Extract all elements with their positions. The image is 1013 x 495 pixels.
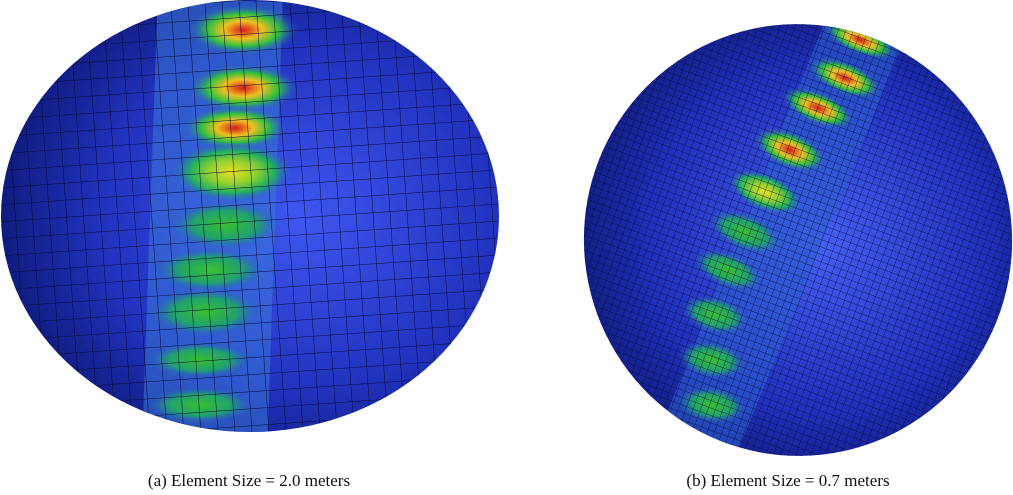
caption-a: (a) Element Size = 2.0 meters xyxy=(148,471,350,490)
mesh-b xyxy=(580,2,1013,477)
mesh-a xyxy=(0,0,500,437)
figure: (a) Element Size = 2.0 meters (b) Elemen… xyxy=(0,0,1013,495)
caption-b: (b) Element Size = 0.7 meters xyxy=(686,471,889,490)
